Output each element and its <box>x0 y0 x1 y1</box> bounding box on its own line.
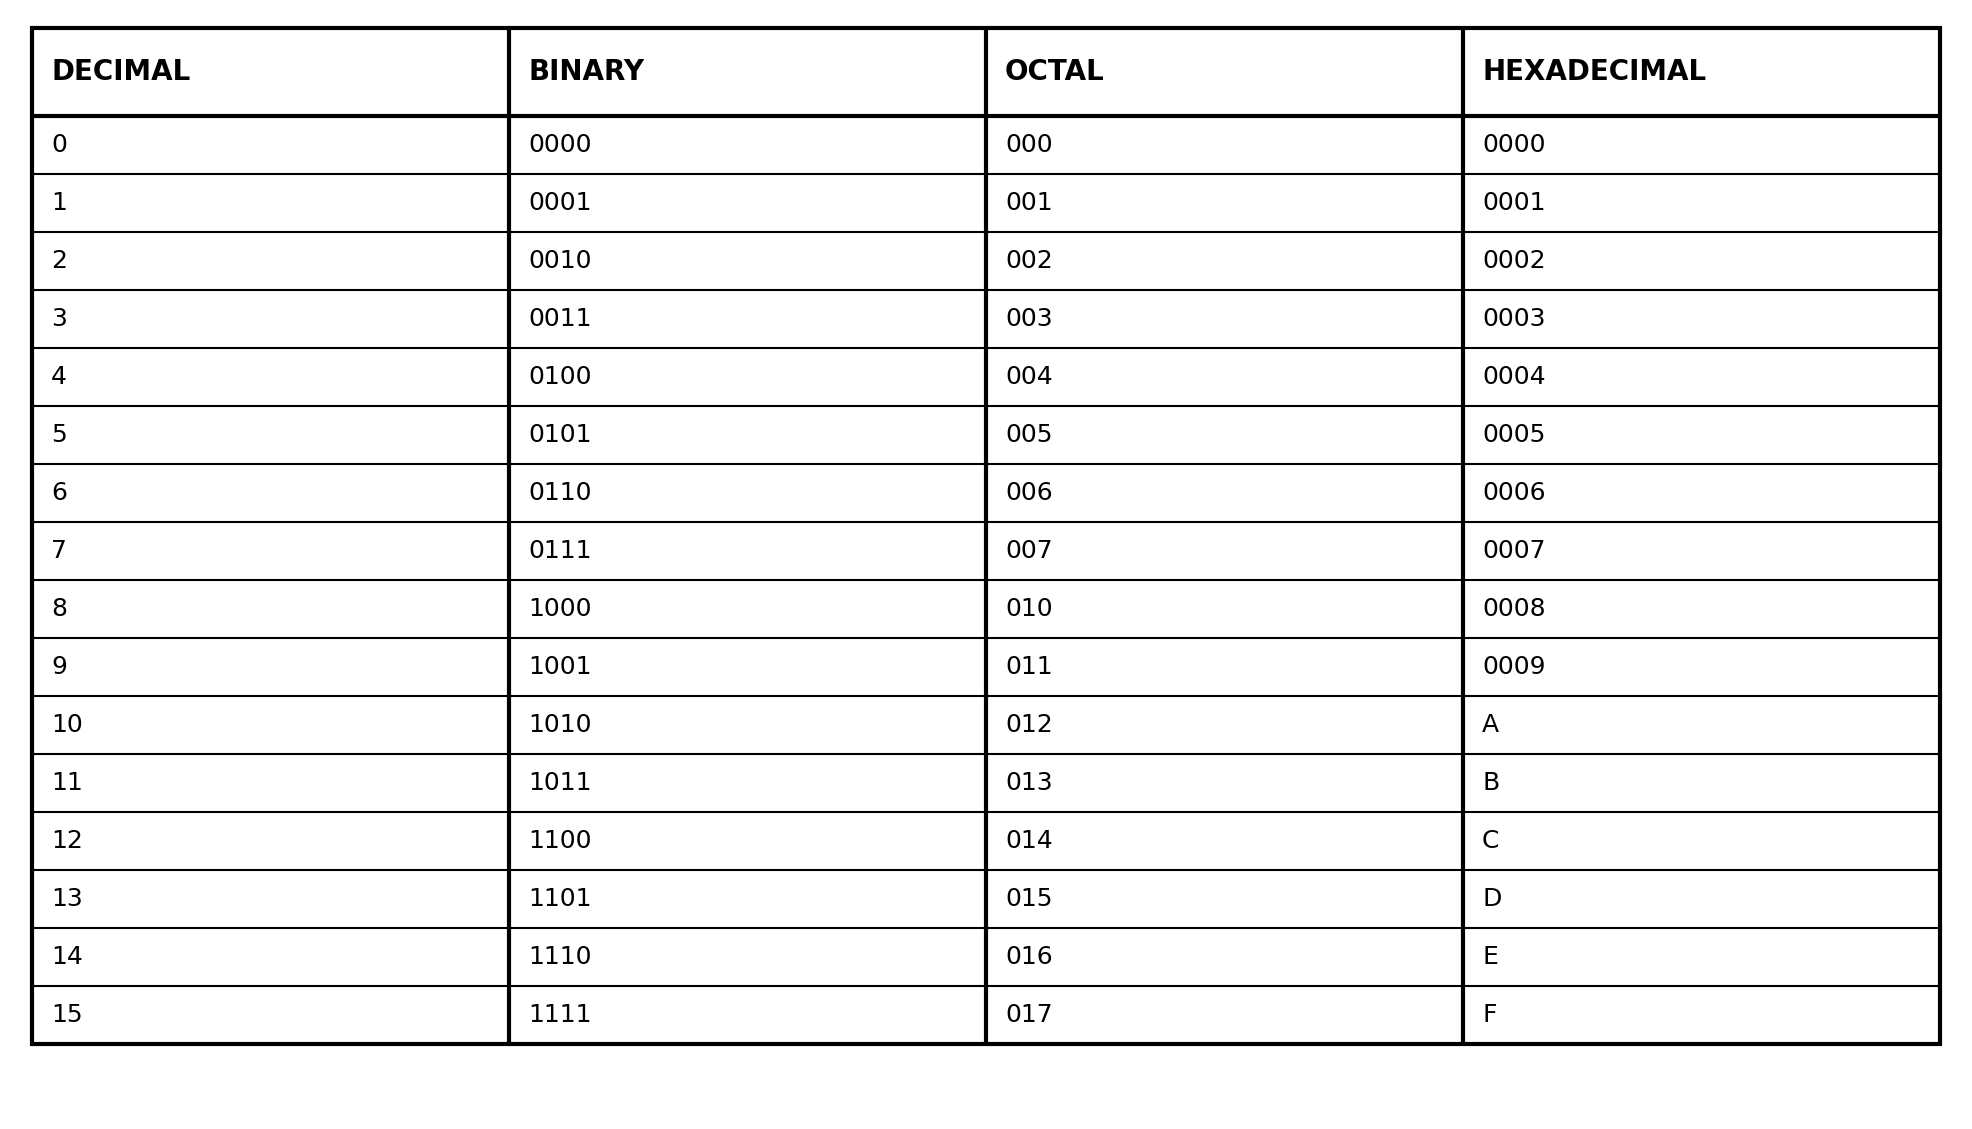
Text: 0100: 0100 <box>528 365 592 390</box>
Text: 011: 011 <box>1006 655 1053 679</box>
Text: 006: 006 <box>1006 481 1053 505</box>
Text: 0004: 0004 <box>1483 365 1546 390</box>
Text: 0000: 0000 <box>1483 133 1546 157</box>
Text: 0006: 0006 <box>1483 481 1546 505</box>
Text: 15: 15 <box>51 1003 83 1027</box>
Text: 0110: 0110 <box>528 481 592 505</box>
Text: 7: 7 <box>51 539 67 563</box>
Text: 12: 12 <box>51 829 83 854</box>
Text: OCTAL: OCTAL <box>1006 58 1104 86</box>
Text: 015: 015 <box>1006 887 1053 911</box>
Text: 1010: 1010 <box>528 714 592 737</box>
Text: 010: 010 <box>1006 597 1053 621</box>
Text: 012: 012 <box>1006 714 1053 737</box>
Text: D: D <box>1483 887 1501 911</box>
Text: 3: 3 <box>51 307 67 331</box>
Text: 0001: 0001 <box>528 191 592 215</box>
Text: 003: 003 <box>1006 307 1053 331</box>
Text: 4: 4 <box>51 365 67 390</box>
Text: 1001: 1001 <box>528 655 592 679</box>
Text: 8: 8 <box>51 597 67 621</box>
Text: 007: 007 <box>1006 539 1053 563</box>
Text: BINARY: BINARY <box>528 58 645 86</box>
Text: 0111: 0111 <box>528 539 592 563</box>
Text: 13: 13 <box>51 887 83 911</box>
Text: HEXADECIMAL: HEXADECIMAL <box>1483 58 1706 86</box>
Text: 1011: 1011 <box>528 771 592 795</box>
Text: 001: 001 <box>1006 191 1053 215</box>
Text: A: A <box>1483 714 1499 737</box>
Text: 016: 016 <box>1006 945 1053 969</box>
Text: 2: 2 <box>51 250 67 273</box>
Text: F: F <box>1483 1003 1497 1027</box>
Text: 1000: 1000 <box>528 597 592 621</box>
Text: 9: 9 <box>51 655 67 679</box>
Text: B: B <box>1483 771 1499 795</box>
Text: 1111: 1111 <box>528 1003 592 1027</box>
Text: 1101: 1101 <box>528 887 592 911</box>
Text: 10: 10 <box>51 714 83 737</box>
Text: 017: 017 <box>1006 1003 1053 1027</box>
Text: 1110: 1110 <box>528 945 592 969</box>
Text: 0010: 0010 <box>528 250 592 273</box>
Text: 0005: 0005 <box>1483 423 1546 447</box>
Text: 0008: 0008 <box>1483 597 1546 621</box>
Text: 013: 013 <box>1006 771 1053 795</box>
Text: 000: 000 <box>1006 133 1053 157</box>
Text: 005: 005 <box>1006 423 1053 447</box>
Text: 014: 014 <box>1006 829 1053 854</box>
Text: 0003: 0003 <box>1483 307 1546 331</box>
Text: 0: 0 <box>51 133 67 157</box>
Bar <box>32 28 1940 1044</box>
Text: 004: 004 <box>1006 365 1053 390</box>
Text: 5: 5 <box>51 423 67 447</box>
Text: 0000: 0000 <box>528 133 592 157</box>
Text: C: C <box>1483 829 1499 854</box>
Text: 1100: 1100 <box>528 829 592 854</box>
Text: 14: 14 <box>51 945 83 969</box>
Text: 0009: 0009 <box>1483 655 1546 679</box>
Text: 11: 11 <box>51 771 83 795</box>
Text: 0002: 0002 <box>1483 250 1546 273</box>
Text: 6: 6 <box>51 481 67 505</box>
Text: 002: 002 <box>1006 250 1053 273</box>
Text: E: E <box>1483 945 1499 969</box>
Text: DECIMAL: DECIMAL <box>51 58 191 86</box>
Text: 1: 1 <box>51 191 67 215</box>
Text: 0011: 0011 <box>528 307 592 331</box>
Text: 0101: 0101 <box>528 423 592 447</box>
Text: 0001: 0001 <box>1483 191 1546 215</box>
Text: 0007: 0007 <box>1483 539 1546 563</box>
